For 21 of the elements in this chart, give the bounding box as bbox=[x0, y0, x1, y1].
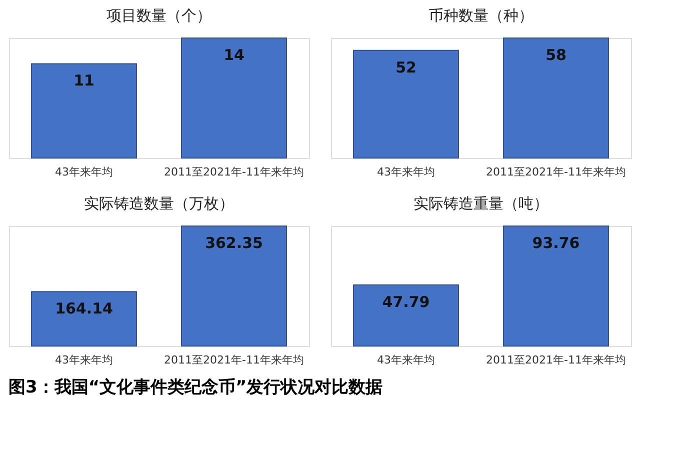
caption: 图3：我国“文化事件类纪念币”发行状况对比数据 bbox=[8, 378, 383, 398]
data-label: 164.14 bbox=[55, 300, 113, 318]
x-tick-label: 2011至2021年-11年来年均 bbox=[486, 354, 626, 366]
x-tick-label: 43年来年均 bbox=[55, 354, 113, 366]
data-label: 11 bbox=[74, 72, 94, 90]
x-tick-label: 43年来年均 bbox=[377, 354, 435, 366]
data-label: 93.76 bbox=[532, 234, 580, 252]
chart-title: 项目数量（个） bbox=[106, 6, 212, 24]
data-label: 52 bbox=[396, 58, 416, 76]
data-label: 14 bbox=[224, 46, 244, 64]
x-tick-label: 43年来年均 bbox=[55, 166, 113, 178]
x-tick-label: 2011至2021年-11年来年均 bbox=[164, 354, 304, 366]
x-tick-label: 2011至2021年-11年来年均 bbox=[164, 166, 304, 178]
x-tick-label: 2011至2021年-11年来年均 bbox=[486, 166, 626, 178]
chart-title: 实际铸造重量（吨） bbox=[414, 194, 548, 212]
chart-title: 币种数量（种） bbox=[428, 6, 534, 24]
x-tick-label: 43年来年均 bbox=[377, 166, 435, 178]
data-label: 362.35 bbox=[205, 234, 263, 252]
data-label: 47.79 bbox=[382, 292, 430, 311]
chart-title: 实际铸造数量（万枚） bbox=[84, 194, 234, 212]
data-label: 58 bbox=[546, 46, 566, 64]
